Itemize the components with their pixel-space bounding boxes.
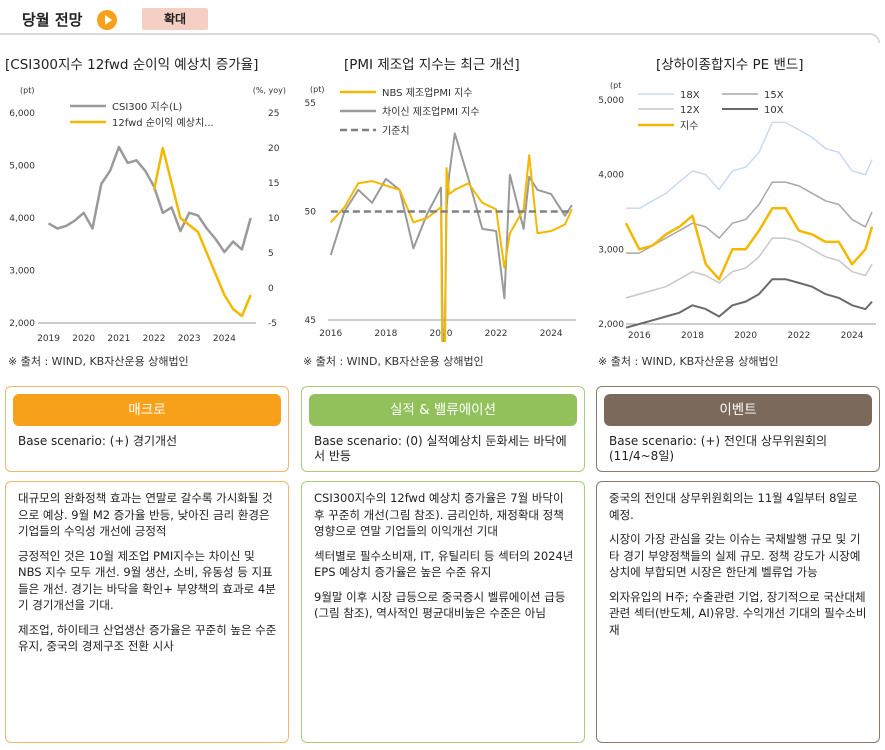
legend-pe18x-label: 18X [680,90,700,101]
section-title: 당월 전망 [22,11,83,29]
series-line-index [624,207,874,281]
source-note-pmi: ※ 출처 : WIND, KB자산운용 상해법인 [303,355,484,368]
chart-title-csi: [CSI300지수 12fwd 순이익 예상치 증가율] [5,57,259,73]
legend-nbs-label: NBS 제조업PMI 지수 [382,86,472,99]
legend-pe15x-label: 15X [764,90,784,101]
header-divider [0,33,880,43]
macro-scenario: Base scenario: (+) 경기개선 [18,434,178,448]
chart-csi300: (pt) (%, yoy) 6,000 5,000 4,000 3,000 2,000 25 2… [9,86,286,342]
y-axis-unit: (pt) [310,85,324,94]
earnings-scenario: Base scenario: (0) 실적예상치 둔화세는 바닥에서 반등 [314,434,567,463]
y-axis-unit-right: (%, yoy) [253,86,286,95]
y-tick-label-left: 5,000 [9,162,35,172]
earnings-paragraph: CSI300지수의 12fwd 예상치 증가율은 7월 바닥이후 꾸준히 개선(… [314,491,564,538]
series-line-csi300 [47,145,252,254]
y-tick-label: 2,000 [598,320,624,330]
series-line-eps-growth [152,146,252,318]
earnings-paragraph: 9월말 이후 시장 급등으로 중국증시 벨류에이션 급등(그림 참조), 역사적… [314,589,566,621]
source-note-pe: ※ 출처 : WIND, KB자산운용 상해법인 [598,355,779,368]
x-tick-label: 2016 [628,331,651,341]
macro-header: 매크로 [13,394,281,426]
earnings-paragraph: 섹터별로 필수소비재, IT, 유틸리티 등 섹터의 2024년 EPS 예상치… [314,548,574,580]
y-tick-label: 3,000 [598,245,624,255]
section-header: 당월 전망 확대 [0,0,885,43]
event-panel: 이벤트 Base scenario: (+) 전인대 상무위원회의(11/4~8… [596,386,880,472]
x-tick-label: 2019 [37,334,60,342]
x-tick-label: 2023 [178,334,201,342]
expand-button[interactable]: 확대 [142,8,208,30]
chart-pe-band: (pt 5,000 4,000 3,000 2,000 2016 2018 2020 2022 2… [598,81,876,341]
earnings-body: CSI300지수의 12fwd 예상치 증가율은 7월 바닥이후 꾸준히 개선(… [301,481,585,743]
series-line-nbs [330,154,573,342]
macro-panel: 매크로 Base scenario: (+) 경기개선 [5,386,289,472]
y-tick-label-right: 10 [268,214,280,224]
y-tick-label-left: 6,000 [9,109,35,119]
legend-caixin-label: 차이신 제조업PMI 지수 [382,105,480,118]
series-line-pe10x [625,278,873,329]
y-tick-label: 50 [305,208,317,218]
macro-paragraph: 대규모의 완화정책 효과는 연말로 갈수록 가시화될 것으로 예상. 9월 M2… [18,491,273,538]
x-tick-label: 2016 [319,329,342,339]
x-tick-label: 2020 [72,334,95,342]
chart-title-pe: [상하이종합지수 PE 밴드] [656,57,804,73]
source-note-csi: ※ 출처 : WIND, KB자산운용 상해법인 [8,355,189,368]
y-tick-label: 5,000 [598,96,624,106]
y-tick-label: 45 [305,316,316,326]
y-tick-label-left: 4,000 [9,214,35,224]
x-tick-label: 2022 [787,331,810,341]
legend-baseline-label: 기준치 [382,125,410,137]
play-icon[interactable] [97,10,117,30]
y-tick-label-left: 3,000 [9,267,35,277]
event-scenario: Base scenario: (+) 전인대 상무위원회의(11/4~8일) [609,434,828,463]
series-line-caixin [329,132,573,342]
series-line-pe18x [626,121,873,210]
event-paragraph: 중국의 전인대 상무위원회의는 11월 4일부터 8일로 예정. [609,491,858,522]
legend-pe10x-label: 10X [764,105,784,116]
x-tick-label: 2020 [734,331,757,341]
y-tick-label-right: -5 [268,319,277,329]
y-tick-label-right: 0 [268,284,274,294]
event-header: 이벤트 [604,394,872,426]
event-body: 중국의 전인대 상무위원회의는 11월 4일부터 8일로 예정. 시장이 가장 … [596,481,880,743]
x-tick-label: 2021 [107,334,130,342]
y-axis-unit: (pt [610,81,621,90]
y-tick-label-right: 25 [268,109,279,119]
y-tick-label-right: 20 [268,144,280,154]
x-tick-label: 2018 [374,329,397,339]
x-tick-label: 2024 [841,331,864,341]
legend-pe12x-label: 12X [680,105,700,116]
x-tick-label: 2024 [540,329,563,339]
chart-title-pmi: [PMI 제조업 지수는 최근 개선] [344,57,520,73]
legend-index-label: 지수 [680,120,698,132]
macro-paragraph: 제조업, 하이테크 산업생산 증가율은 꾸준히 높은 수준 유지, 중국의 경제… [18,622,277,654]
series-line-pe15x [626,181,873,254]
y-tick-label-left: 2,000 [9,319,35,329]
x-tick-label: 2024 [213,334,236,342]
y-tick-label: 55 [305,99,316,109]
y-tick-label-right: 15 [268,179,279,189]
x-tick-label: 2022 [143,334,166,342]
legend-eps-growth-label: 12fwd 순이익 예상치... [112,117,214,129]
macro-paragraph: 긍정적인 것은 10월 제조업 PMI지수는 차이신 및 NBS 지수 모두 개… [18,548,276,613]
legend-csi300-label: CSI300 지수(L) [112,101,182,113]
y-axis-unit-left: (pt) [20,86,34,95]
y-tick-label: 4,000 [598,171,624,181]
event-paragraph: 시장이 가장 관심을 갖는 이슈는 국채발행 규모 및 기타 경기 부양정책들의… [609,532,861,579]
x-tick-label: 2018 [681,331,704,341]
earnings-panel: 실적 & 밸류에이션 Base scenario: (0) 실적예상치 둔화세는… [301,386,585,472]
y-tick-label-right: 5 [268,249,274,259]
series-line-pe12x [625,237,873,299]
x-tick-label: 2022 [485,329,508,339]
macro-body: 대규모의 완화정책 효과는 연말로 갈수록 가시화될 것으로 예상. 9월 M2… [5,481,289,743]
earnings-header: 실적 & 밸류에이션 [309,394,577,426]
event-paragraph: 외자유입의 H주; 수출관련 기업, 장기적으로 국산대체 관련 섹터(반도체,… [609,589,867,637]
